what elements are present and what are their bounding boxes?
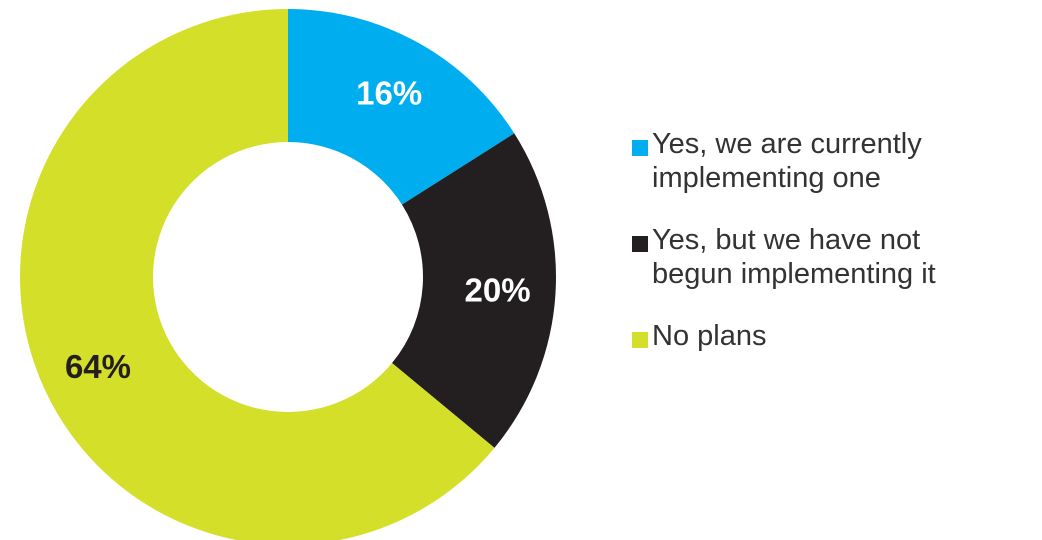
slice-label-2: 20% xyxy=(465,272,531,309)
donut-slices xyxy=(20,9,556,540)
legend-item-3: No plans xyxy=(632,319,1032,353)
legend-item-2: Yes, but we have not begun implementing … xyxy=(632,223,1032,291)
donut-slice-2 xyxy=(392,133,556,448)
legend-item-1: Yes, we are currently implementing one xyxy=(632,127,1032,195)
legend-swatch-2 xyxy=(632,236,648,252)
donut-slice-3 xyxy=(20,9,495,540)
slice-label-1: 16% xyxy=(356,74,422,111)
donut-slice-1 xyxy=(288,9,515,205)
chart-legend: Yes, we are currently implementing one Ye… xyxy=(632,127,1032,381)
legend-label-1: Yes, we are currently implementing one xyxy=(652,128,922,194)
slice-label-3: 64% xyxy=(65,348,131,385)
legend-label-3: No plans xyxy=(652,320,767,352)
legend-swatch-1 xyxy=(632,140,648,156)
legend-swatch-3 xyxy=(632,332,648,348)
donut-labels: 16% 20% 64% xyxy=(65,74,531,384)
legend-label-2: Yes, but we have not begun implementing … xyxy=(652,224,936,290)
donut-chart: 16% 20% 64% xyxy=(20,9,556,540)
